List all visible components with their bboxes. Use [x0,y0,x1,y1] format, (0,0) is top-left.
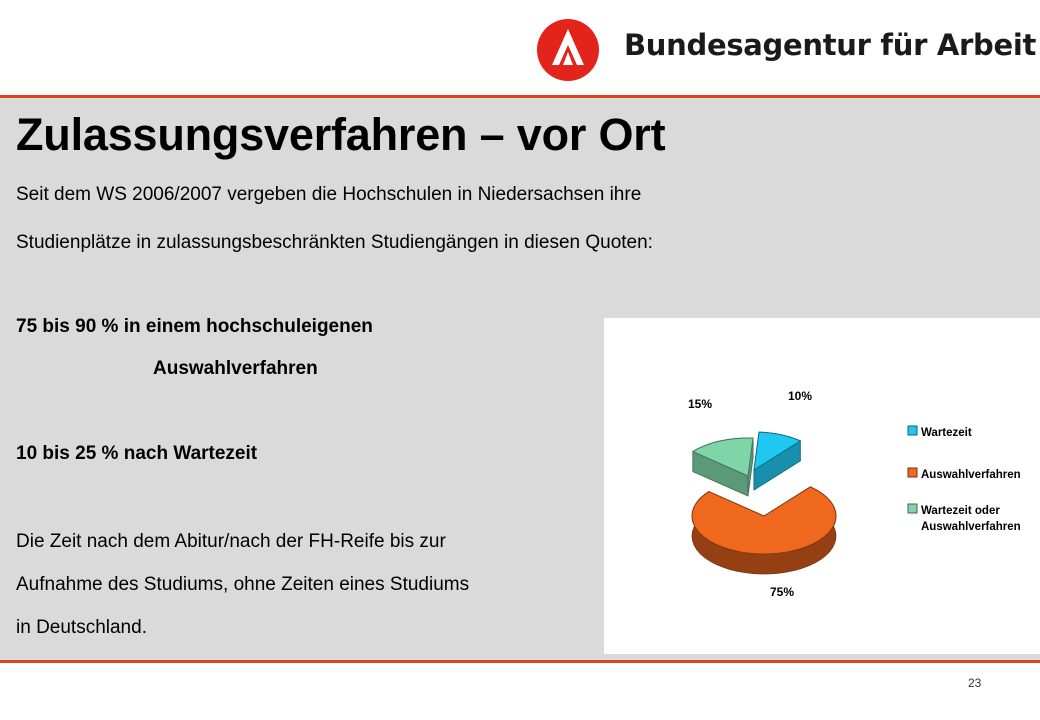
legend-entry-wartezeit: Wartezeit [907,425,972,439]
pie-slice-wartezeit [753,431,802,491]
pie-chart-svg: 10%75%15% WartezeitAuswahlverfahrenWarte… [688,389,1021,599]
legend-swatch-wartezeit-oder-auswahlverfahren [907,503,918,514]
pie-layer: 10% 75% 15% [688,389,837,599]
quota-pie-chart: 10% 75% 15% Wartezeit Auswahlverfahren Warte… [604,318,1040,654]
pie-slice-wartezeit-oder-auswahlverfahren [691,437,754,497]
pie-slice-top-wartezeit [753,431,802,471]
brand-name: Bundesagentur für Arbeit [624,28,1037,62]
slide-title: Zulassungsverfahren – vor Ort [16,109,666,160]
chart-legend: Wartezeit Auswahlverfahren Wartezeit oder A… [907,425,1021,533]
legend-label-wartezeit-oder-auswahlverfahren-1: Auswahlverfahren [921,521,1021,533]
quota-auswahl-line-1: 75 bis 90 % in einem hochschuleigenen [16,316,373,337]
pie-label-wartezeit: 10% [788,389,812,403]
wartezeit-definition-line-3: in Deutschland. [16,617,147,638]
pie-label-auswahlverfahren: 75% [770,585,794,599]
pie-label-wartezeit-oder-auswahlverfahren: 15% [688,397,712,411]
header-divider [0,95,1040,98]
pie-slice-top-wartezeit-oder-auswahlverfahren [691,437,754,477]
wartezeit-definition-line-1: Die Zeit nach dem Abitur/nach der FH-Rei… [16,531,446,552]
footer-divider [0,660,1040,663]
legend-label-wartezeit-0: Wartezeit [921,427,972,439]
wartezeit-definition-line-2: Aufnahme des Studiums, ohne Zeiten eines… [16,574,470,595]
quota-wartezeit: 10 bis 25 % nach Wartezeit [16,443,258,464]
legend-entry-wartezeit-oder-auswahlverfahren: Wartezeit oder Auswahlverfahren [907,503,1021,533]
legend-swatch-auswahlverfahren [907,467,918,478]
ba-logo-icon [537,19,599,81]
legend-swatch-wartezeit [907,425,918,436]
pie-slice-top-auswahlverfahren [691,486,837,555]
header: Bundesagentur für Arbeit [0,0,1040,96]
pie-slice-auswahlverfahren [691,486,837,575]
page-number: 23 [968,676,982,690]
quota-auswahl-line-2: Auswahlverfahren [153,358,318,379]
legend-label-wartezeit-oder-auswahlverfahren-0: Wartezeit oder [921,505,1000,517]
legend-entry-auswahlverfahren: Auswahlverfahren [907,467,1021,481]
legend-label-auswahlverfahren-0: Auswahlverfahren [921,469,1021,481]
intro-line-1: Seit dem WS 2006/2007 vergeben die Hochs… [16,184,642,205]
intro-line-2: Studienplätze in zulassungsbeschränkten … [16,232,653,253]
